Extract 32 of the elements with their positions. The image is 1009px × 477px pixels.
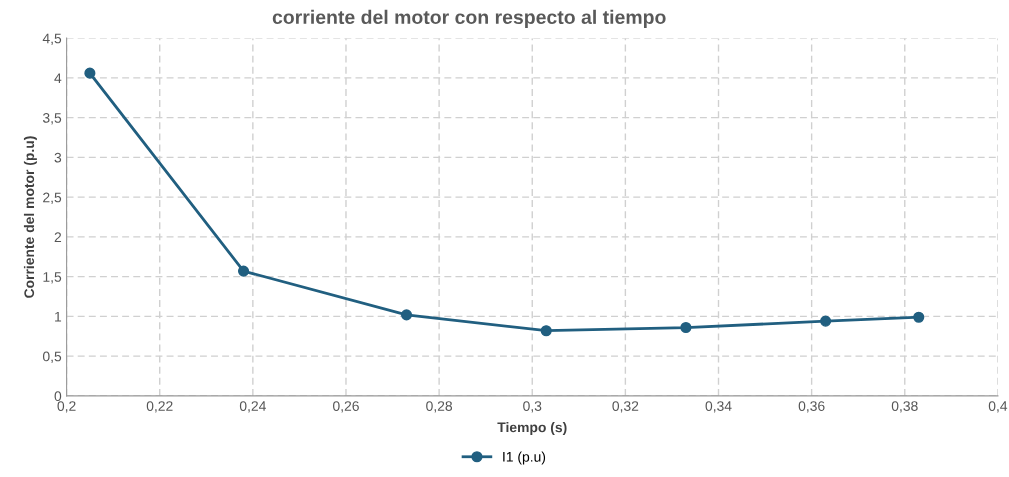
y-tick-label: 3,5 [42,112,62,125]
x-axis-title: Tiempo (s) [497,422,567,435]
point [680,321,692,334]
y-tick-label: 1,5 [43,272,62,284]
y-tick-label: 3 [54,152,62,163]
y-tick-label: 0,5 [42,351,62,363]
x-tick-label: 0,24 [239,401,266,413]
legend-label: I1 (p.u) [503,451,546,465]
x-tick-label: 0,32 [612,401,639,413]
x-tick-label: 0,3 [523,401,542,413]
chart-title: corriente del motor con respecto al tiempo [272,9,666,28]
point [820,315,832,327]
x-tick-label: 0,28 [426,401,453,413]
y-tick-label: 4 [54,73,62,83]
x-tick-label: 0,4 [988,401,1008,413]
point [84,67,96,79]
x-tick-label: 0,26 [333,401,359,413]
y-tick-label: 2,5 [43,192,62,204]
y-tick-label: 0 [54,391,62,402]
x-tick-label: 0,36 [798,401,825,413]
x-tick-label: 0,34 [705,401,732,413]
point [913,311,925,323]
y-tick-label: 2 [54,232,62,242]
x-tick-label: 0,22 [146,401,173,413]
x-tick-label: 0,2 [57,401,76,413]
x-tick-label: 0,38 [891,401,918,413]
y-tick-label: 4,5 [42,33,62,45]
point [400,309,413,321]
y-axis-title: Corriente del motor (p.u) [23,136,37,298]
point [237,265,250,277]
y-tick-label: 1 [55,311,62,322]
point [540,325,552,337]
